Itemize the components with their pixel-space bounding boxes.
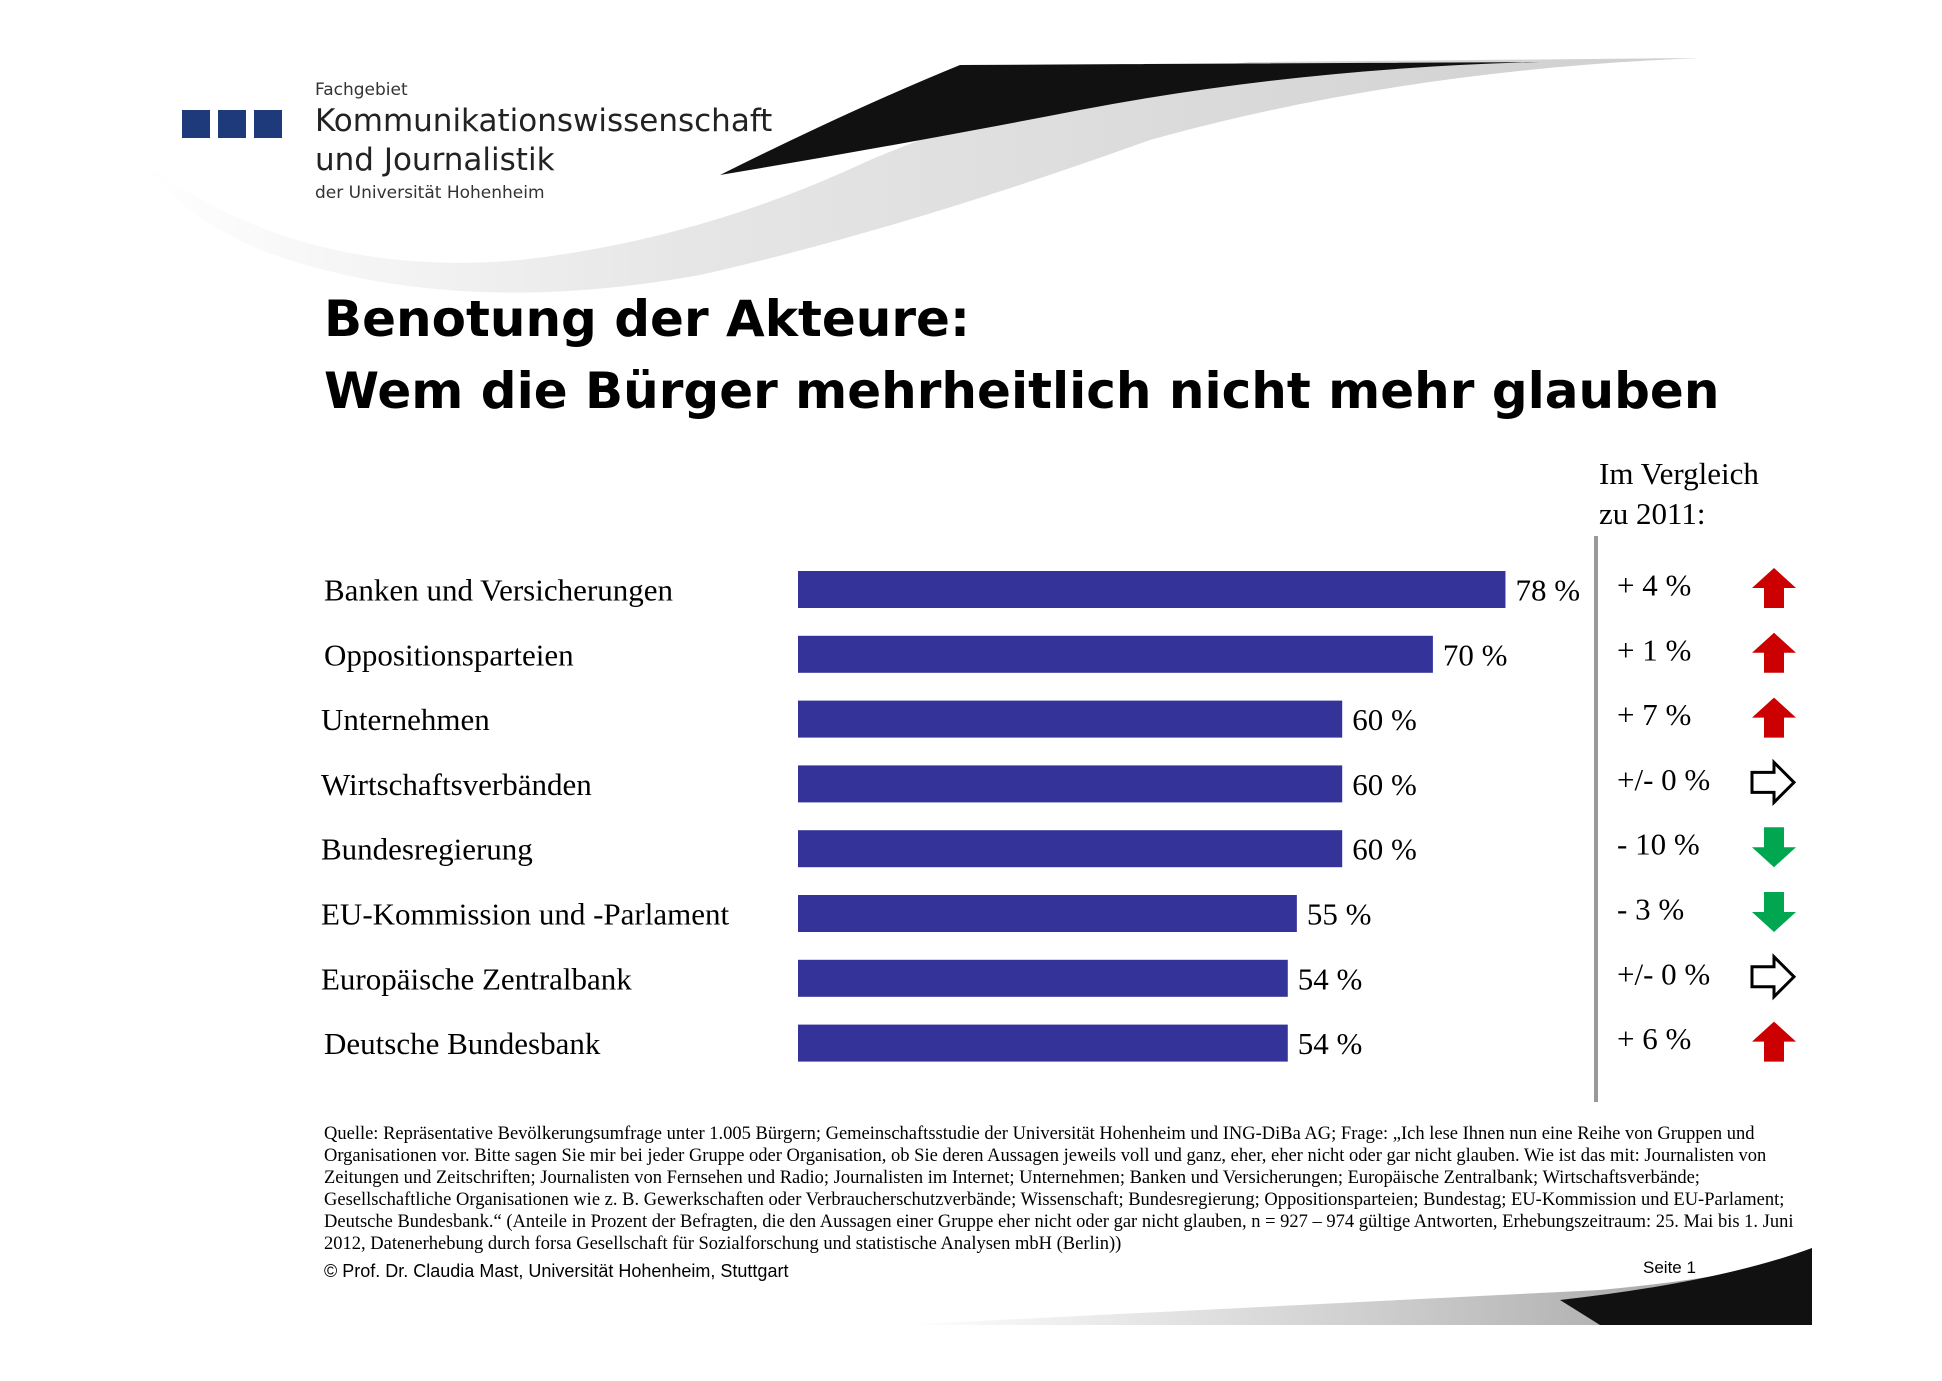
comparison-label: + 4 % (1617, 568, 1691, 603)
org-fachgebiet: Fachgebiet (315, 80, 408, 100)
comparison-label: - 3 % (1617, 892, 1684, 927)
bar (798, 700, 1343, 738)
up-arrow-icon (1752, 632, 1796, 673)
org-name-line1: Kommunikationswissenschaft (315, 103, 773, 139)
comparison-label: + 1 % (1617, 632, 1691, 667)
bar (798, 765, 1343, 803)
bar (798, 635, 1433, 673)
comparison-label: - 10 % (1617, 827, 1700, 862)
comparison-header-line2: zu 2011: (1599, 496, 1706, 531)
bar (798, 895, 1297, 932)
logo-block-3 (254, 110, 282, 138)
copyright: © Prof. Dr. Claudia Mast, Universität Ho… (324, 1261, 789, 1281)
down-arrow-icon (1752, 827, 1796, 868)
source-note: Quelle: Repräsentative Bevölkerungsumfra… (324, 1124, 1794, 1254)
value-label: 60 % (1352, 702, 1417, 737)
org-name-line2: und Journalistik (315, 142, 555, 178)
comparison-header-line1: Im Vergleich (1599, 456, 1759, 491)
value-label: 54 % (1298, 1026, 1363, 1061)
down-arrow-icon (1752, 892, 1796, 932)
up-arrow-icon (1752, 697, 1796, 738)
category-label: Deutsche Bundesbank (324, 1026, 601, 1061)
up-arrow-icon (1752, 1021, 1796, 1062)
category-label: Unternehmen (321, 702, 490, 737)
comparison-label: + 7 % (1617, 697, 1691, 732)
value-label: 54 % (1298, 961, 1363, 996)
org-name-line3: der Universität Hohenheim (315, 183, 545, 203)
comparison-label: +/- 0 % (1617, 956, 1710, 991)
category-label: Wirtschaftsverbänden (321, 767, 592, 802)
category-label: Europäische Zentralbank (321, 961, 632, 996)
value-label: 60 % (1352, 832, 1417, 867)
bar (798, 1024, 1288, 1062)
category-label: Bundesregierung (321, 832, 533, 867)
logo-block-2 (218, 110, 246, 138)
logo-block-1 (182, 110, 210, 138)
right-arrow-icon (1750, 953, 1797, 1001)
category-label: Oppositionsparteien (324, 637, 574, 672)
category-label: Banken und Versicherungen (324, 573, 673, 608)
value-label: 78 % (1515, 573, 1580, 608)
comparison-label: + 6 % (1617, 1021, 1691, 1056)
value-label: 70 % (1443, 637, 1508, 672)
page-title-line1: Benotung der Akteure: (324, 290, 970, 348)
up-arrow-icon (1752, 568, 1796, 608)
bar (798, 830, 1343, 868)
page-title-line2: Wem die Bürger mehrheitlich nicht mehr g… (324, 362, 1720, 420)
comparison-label: +/- 0 % (1617, 762, 1710, 797)
category-label: EU-Kommission und -Parlament (321, 897, 730, 932)
value-label: 55 % (1307, 897, 1372, 932)
comparison-header: Im Vergleich zu 2011: (1599, 454, 1759, 534)
value-label: 60 % (1352, 767, 1417, 802)
bar (798, 959, 1288, 997)
page-number: Seite 1 (1643, 1258, 1696, 1277)
right-arrow-icon (1750, 758, 1797, 807)
bar (798, 571, 1506, 608)
